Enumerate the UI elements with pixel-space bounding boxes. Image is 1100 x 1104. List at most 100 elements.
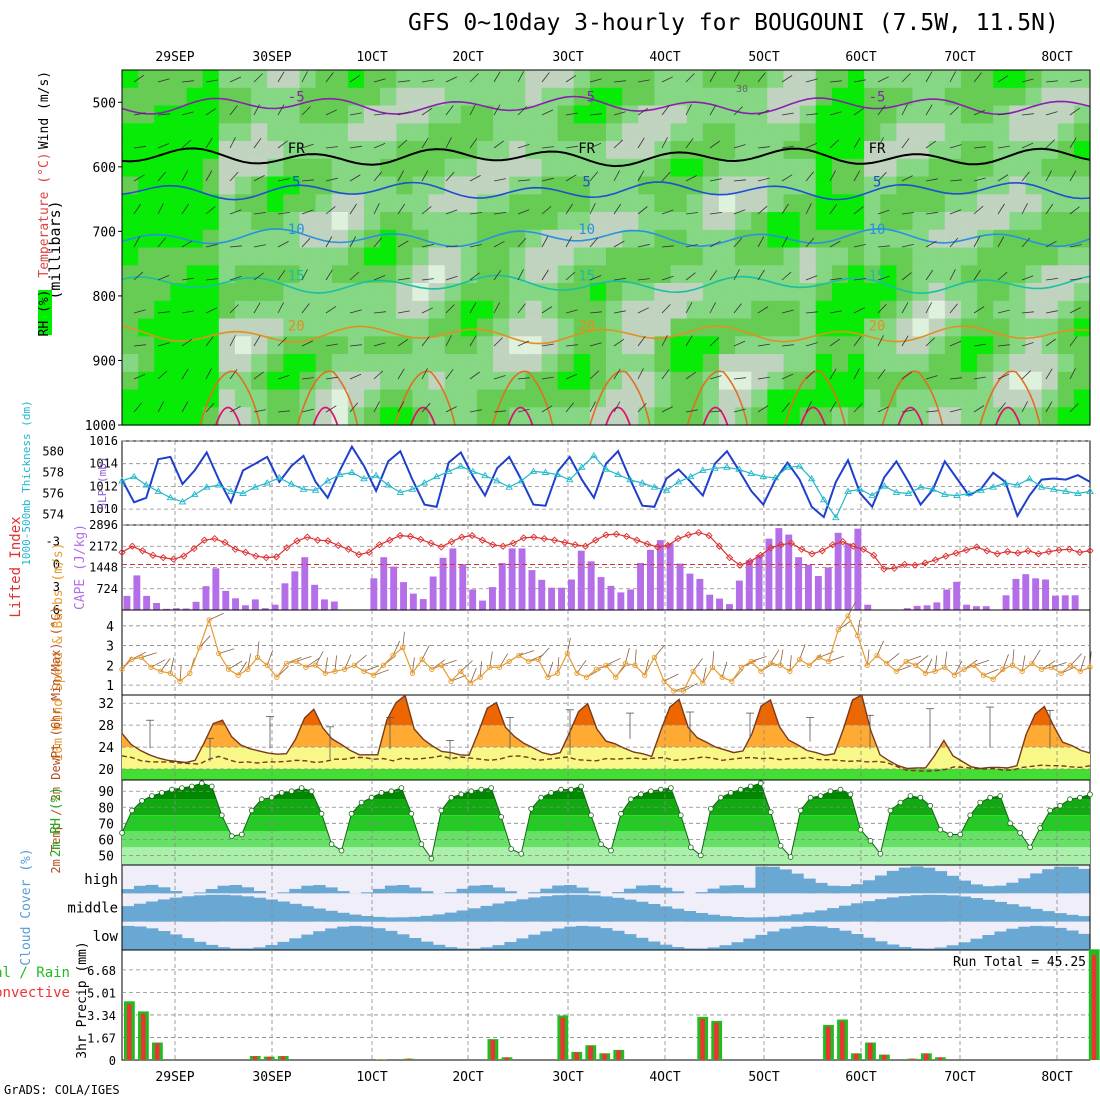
- cape-bar: [519, 548, 526, 610]
- rh-cell: [993, 230, 1010, 248]
- cloud-cell: [982, 935, 995, 950]
- rh-cell: [913, 265, 930, 283]
- rh-cell: [929, 106, 946, 124]
- rh-cell: [751, 372, 768, 390]
- rh-marker: [569, 787, 574, 792]
- cloud-cell: [481, 885, 494, 893]
- cloud-cell: [194, 892, 207, 893]
- rh-cell: [429, 123, 446, 141]
- cloud-cell: [779, 916, 792, 922]
- rh-cell: [170, 390, 187, 408]
- rh-cell: [542, 123, 559, 141]
- cape-bar: [133, 575, 140, 610]
- precip-convective-bar: [155, 1043, 160, 1060]
- cloud-cell: [528, 935, 541, 950]
- rh-cell: [219, 177, 236, 195]
- rh-cell: [283, 301, 300, 319]
- rh-cell: [170, 123, 187, 141]
- rh-cell: [638, 70, 655, 88]
- rh-tick-label: 90: [98, 785, 114, 800]
- cloud-cell: [815, 910, 828, 921]
- cape-bar: [924, 605, 931, 610]
- rh-cell: [122, 283, 139, 301]
- temp-band: [122, 769, 1090, 780]
- rh-band: [122, 847, 1090, 865]
- rh-cell: [638, 248, 655, 266]
- cloud-cell: [230, 885, 243, 893]
- cloud-cell: [612, 898, 625, 922]
- cloud-cell: [397, 934, 410, 950]
- rh-marker: [499, 815, 504, 820]
- rh-marker: [160, 790, 165, 795]
- rh-cell: [300, 248, 317, 266]
- cloud-cell: [242, 887, 255, 893]
- cape-bar: [647, 550, 654, 610]
- rh-cell: [1058, 283, 1075, 301]
- rh-cell: [622, 248, 639, 266]
- cloud-cell: [911, 866, 924, 893]
- rh-cell: [864, 390, 881, 408]
- rh-cell: [348, 212, 365, 230]
- cloud-cell: [493, 945, 506, 950]
- cape-bar: [212, 568, 219, 610]
- rh-cell: [719, 354, 736, 372]
- rh-cell: [993, 301, 1010, 319]
- rh-cell: [832, 248, 849, 266]
- rh-cell: [671, 230, 688, 248]
- rh-marker: [619, 811, 624, 816]
- rh-cell: [719, 248, 736, 266]
- rh-cell: [525, 265, 542, 283]
- rh-marker: [948, 832, 953, 837]
- rh-cell: [348, 248, 365, 266]
- cloud-cell: [349, 915, 362, 922]
- rh-cell: [606, 70, 623, 88]
- rh-cell: [751, 123, 768, 141]
- rh-cell: [138, 301, 155, 319]
- rh-cell: [800, 159, 817, 177]
- rh-cell: [671, 372, 688, 390]
- cloud-cell: [170, 934, 183, 950]
- rh-cell: [864, 70, 881, 88]
- rh-cell: [1026, 248, 1043, 266]
- cloud-cell: [397, 885, 410, 893]
- cloud-cell: [528, 898, 541, 922]
- rh-cell: [896, 106, 913, 124]
- rh-cell: [412, 301, 429, 319]
- rh-cell: [622, 390, 639, 408]
- rh-cell: [170, 265, 187, 283]
- rh-cell: [977, 354, 994, 372]
- rh-cell: [929, 159, 946, 177]
- rh-cell: [816, 265, 833, 283]
- rh-cell: [1042, 177, 1059, 195]
- rh-cell: [493, 265, 510, 283]
- rh-cell: [364, 407, 381, 425]
- rh-marker: [698, 853, 703, 858]
- cloud-cell: [576, 926, 589, 950]
- cape-bar: [953, 582, 960, 610]
- rh-cell: [412, 336, 429, 354]
- cape-bar: [252, 599, 259, 610]
- rh-cell: [267, 390, 284, 408]
- cloud-cell: [732, 917, 745, 922]
- rh-cell: [122, 141, 139, 159]
- rh-cell: [832, 123, 849, 141]
- cape-bar: [657, 540, 664, 610]
- rh-cell: [654, 372, 671, 390]
- rh-cell: [283, 390, 300, 408]
- rh-cell: [396, 212, 413, 230]
- rh-cell: [848, 283, 865, 301]
- rh-cell: [542, 159, 559, 177]
- rh-cell: [170, 88, 187, 106]
- rh-cell: [412, 248, 429, 266]
- rh-cell: [1074, 319, 1091, 337]
- cloud-cell: [791, 914, 804, 921]
- cloud-cell: [182, 896, 195, 921]
- rh-cell: [542, 301, 559, 319]
- rh-marker: [269, 795, 274, 800]
- rh-cell: [542, 212, 559, 230]
- rh-cell: [300, 159, 317, 177]
- credit-footer: GrADS: COLA/IGES: [4, 1083, 120, 1097]
- rh-cell: [606, 390, 623, 408]
